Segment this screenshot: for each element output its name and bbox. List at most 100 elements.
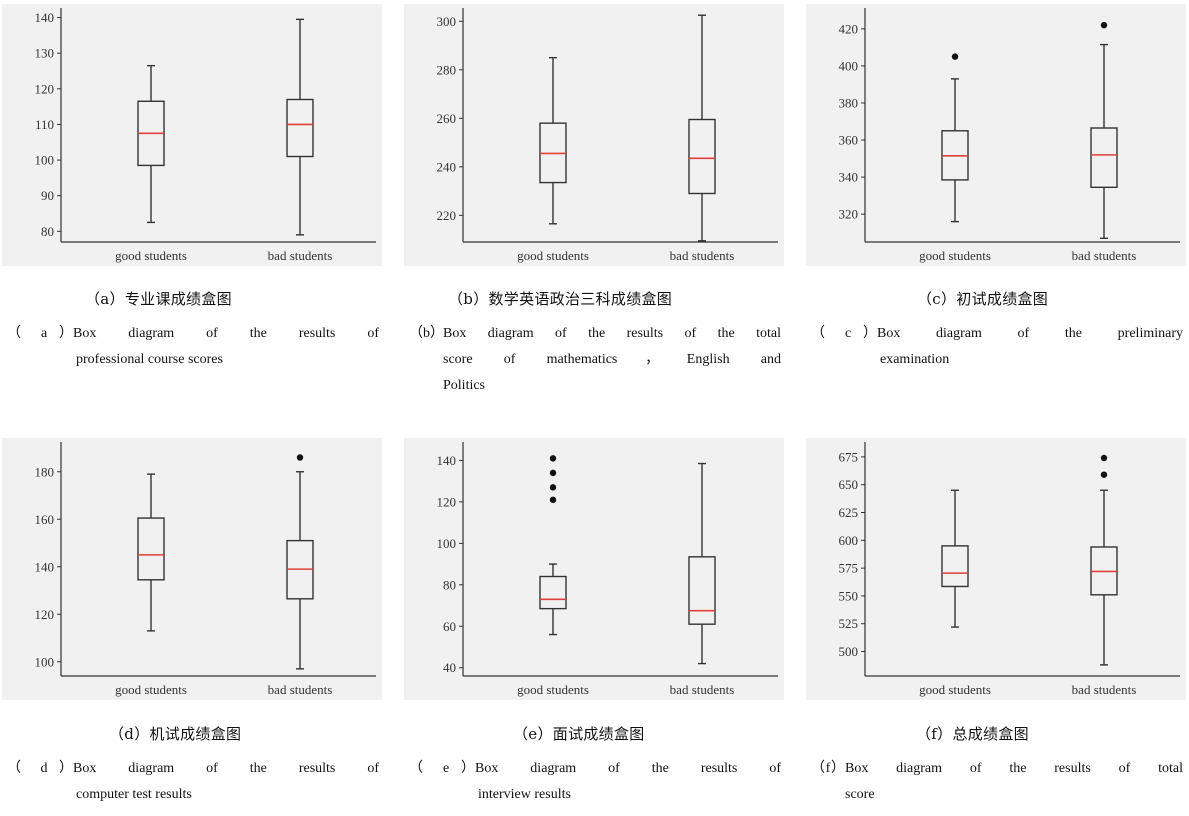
outlier-point bbox=[549, 469, 557, 477]
caption-en-c-line1: （ c ）Box diagram of the preliminary bbox=[811, 326, 1183, 341]
box-bad-students bbox=[286, 454, 314, 670]
caption-en-f: （f）Box diagram of the results of total s… bbox=[811, 756, 1183, 808]
caption-cn-e: （e）面试成绩盒图 bbox=[513, 725, 645, 743]
caption-en-c: （ c ）Box diagram of the preliminary exam… bbox=[811, 321, 1183, 373]
y-tick-label: 320 bbox=[839, 207, 859, 222]
y-tick-label: 600 bbox=[839, 533, 859, 548]
y-tick-label: 160 bbox=[35, 512, 55, 527]
outlier-point bbox=[1100, 471, 1108, 478]
box-bad-students bbox=[688, 14, 716, 242]
caption-en-a-line1: （ a ）Box diagram of the results of bbox=[7, 326, 379, 341]
y-tick-label: 575 bbox=[839, 561, 859, 576]
y-tick-label: 100 bbox=[437, 536, 457, 551]
y-tick-label: 260 bbox=[437, 111, 457, 126]
iqr-box bbox=[688, 556, 716, 625]
box-plot-d: 100 120 140 160 180 good students bad students bbox=[2, 438, 382, 700]
box-bad-students bbox=[1090, 454, 1118, 666]
y-tick-label: 120 bbox=[437, 494, 457, 509]
x-category-label: good students bbox=[115, 248, 187, 263]
y-tick-label: 140 bbox=[437, 453, 457, 468]
box-good-students bbox=[137, 473, 165, 632]
y-tick-label: 650 bbox=[839, 477, 859, 492]
box-plot-b: 220 240 260 280 300 good students bad students bbox=[404, 4, 784, 266]
box-good-students bbox=[539, 455, 567, 636]
y-tick-label: 60 bbox=[443, 619, 456, 634]
y-tick-label: 300 bbox=[437, 14, 457, 29]
y-tick-label: 80 bbox=[443, 577, 456, 592]
box-good-students bbox=[539, 56, 567, 225]
x-category-label: good students bbox=[919, 682, 991, 697]
caption-en-b-line1: （b）Box diagram of the results of the tot… bbox=[409, 326, 781, 341]
caption-en-e-line1: （ e ）Box diagram of the results of bbox=[409, 761, 781, 776]
x-category-label: bad students bbox=[1072, 248, 1137, 263]
iqr-box bbox=[539, 575, 567, 610]
caption-en-c-line2: examination bbox=[880, 352, 950, 367]
box-plot-a: 80 90 100 110 120 130 140 good students bad stud… bbox=[2, 4, 382, 266]
outlier-point bbox=[1100, 454, 1108, 462]
outlier-point bbox=[549, 484, 557, 491]
x-category-label: good students bbox=[517, 682, 589, 697]
box-plot-e: 40 60 80 100 120 140 good students bad students bbox=[404, 438, 784, 700]
box-good-students bbox=[137, 64, 165, 224]
plot-background bbox=[806, 4, 1186, 266]
y-tick-label: 240 bbox=[437, 159, 457, 174]
y-tick-label: 220 bbox=[437, 208, 457, 223]
caption-en-a-line2: professional course scores bbox=[76, 352, 223, 367]
caption-en-b-line2: score of mathematics，English and bbox=[443, 352, 781, 367]
y-tick-label: 525 bbox=[839, 616, 859, 631]
y-tick-label: 140 bbox=[35, 10, 55, 25]
caption-en-d-line2: computer test results bbox=[76, 787, 192, 802]
outlier-point bbox=[951, 53, 959, 60]
caption-en-b: （b）Box diagram of the results of the tot… bbox=[409, 321, 781, 399]
y-tick-label: 340 bbox=[839, 170, 859, 185]
outlier-point bbox=[549, 455, 557, 462]
caption-en-a: （ a ）Box diagram of the results of profe… bbox=[7, 321, 379, 373]
x-category-label: bad students bbox=[268, 682, 333, 697]
caption-cn-b: （b）数学英语政治三科成绩盒图 bbox=[448, 290, 673, 308]
x-category-label: good students bbox=[919, 248, 991, 263]
box-good-students bbox=[941, 53, 969, 223]
iqr-box bbox=[286, 98, 314, 158]
y-tick-label: 120 bbox=[35, 607, 55, 622]
plot-background bbox=[2, 4, 382, 266]
y-tick-label: 420 bbox=[839, 21, 859, 36]
y-tick-label: 110 bbox=[35, 117, 54, 132]
caption-en-d: （ d ）Box diagram of the results of compu… bbox=[7, 756, 379, 808]
y-tick-label: 80 bbox=[41, 224, 54, 239]
caption-cn-d: （d）机试成绩盒图 bbox=[109, 725, 242, 743]
iqr-box bbox=[688, 118, 716, 195]
outlier-point bbox=[296, 454, 304, 461]
y-tick-label: 360 bbox=[839, 133, 859, 148]
y-tick-label: 40 bbox=[443, 660, 456, 675]
y-tick-label: 675 bbox=[839, 449, 859, 464]
y-tick-label: 625 bbox=[839, 505, 859, 520]
box-plot-f: 500 525 550 575 600 625 650 675 good students bad… bbox=[806, 438, 1186, 700]
box-good-students bbox=[941, 489, 969, 628]
box-plot-c: 320 340 360 380 400 420 good students bad stude… bbox=[806, 4, 1186, 266]
box-bad-students bbox=[286, 18, 314, 236]
x-category-label: bad students bbox=[670, 248, 735, 263]
y-tick-label: 400 bbox=[839, 58, 859, 73]
x-category-label: good students bbox=[517, 248, 589, 263]
iqr-box bbox=[1090, 127, 1118, 189]
box-bad-students bbox=[688, 462, 716, 665]
caption-en-e-line2: interview results bbox=[478, 787, 571, 802]
plot-background bbox=[2, 438, 382, 700]
caption-cn-f: （f）总成绩盒图 bbox=[916, 725, 1029, 743]
y-tick-label: 100 bbox=[35, 654, 55, 669]
y-tick-label: 380 bbox=[839, 95, 859, 110]
caption-en-f-line1: （f）Box diagram of the results of total bbox=[811, 761, 1183, 776]
outlier-point bbox=[549, 496, 557, 504]
caption-en-e: （ e ）Box diagram of the results of inter… bbox=[409, 756, 781, 808]
y-tick-label: 140 bbox=[35, 559, 55, 574]
y-tick-label: 550 bbox=[839, 588, 859, 603]
box-bad-students bbox=[1090, 21, 1118, 239]
x-category-label: bad students bbox=[1072, 682, 1137, 697]
y-tick-label: 180 bbox=[35, 464, 55, 479]
y-tick-label: 100 bbox=[35, 153, 55, 168]
caption-cn-c: （c）初试成绩盒图 bbox=[917, 290, 1049, 308]
x-category-label: good students bbox=[115, 682, 187, 697]
y-tick-label: 500 bbox=[839, 644, 859, 659]
iqr-box bbox=[941, 545, 969, 588]
outlier-point bbox=[1100, 21, 1108, 29]
